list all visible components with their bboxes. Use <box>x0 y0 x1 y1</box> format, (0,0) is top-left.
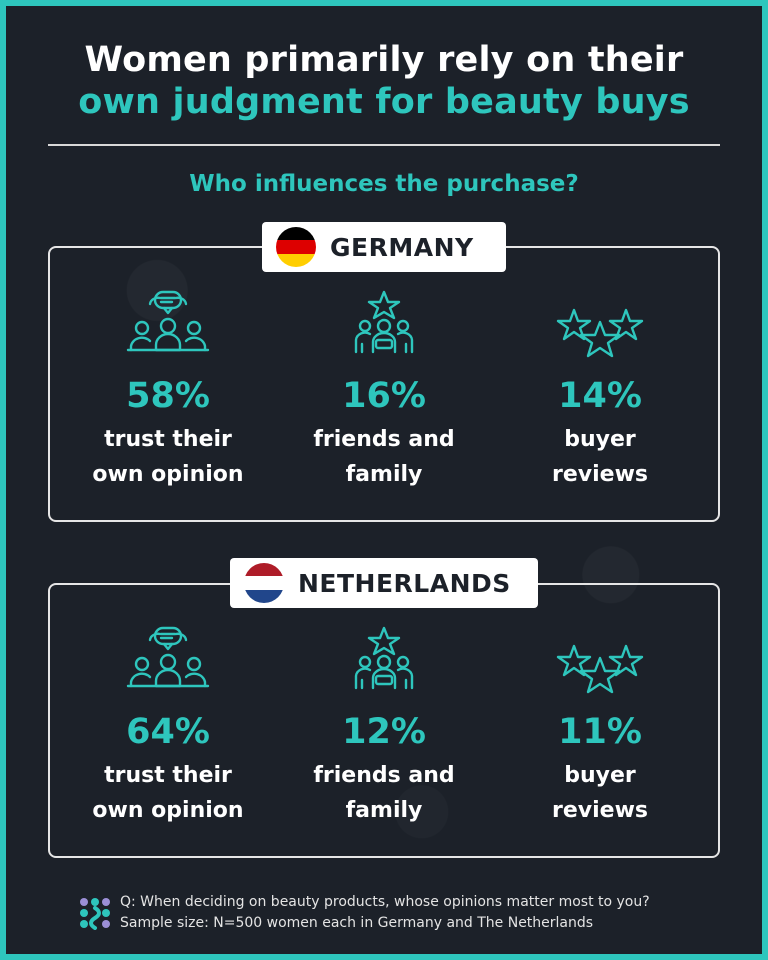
sample-size: Sample size: N=500 women each in Germany… <box>120 915 594 931</box>
country-label: GERMANY <box>330 232 474 262</box>
stat-label: buyer reviews <box>552 763 648 823</box>
stat-percent: 11% <box>558 712 642 752</box>
divider <box>48 144 720 146</box>
germany-stat-friends-family: 16% friends and family <box>284 290 484 492</box>
netherlands-stat-buyer-reviews: 11% buyer reviews <box>500 626 700 828</box>
footer-notes: Q: When deciding on beauty products, who… <box>120 892 650 934</box>
germany-stat-buyer-reviews: 14% buyer reviews <box>500 290 700 492</box>
netherlands-tag: NETHERLANDS <box>230 558 538 608</box>
brand-logo-icon <box>80 898 110 930</box>
germany-tag: GERMANY <box>262 222 506 272</box>
netherlands-stat-friends-family: 12% friends and family <box>284 626 484 828</box>
speech-group-icon <box>126 626 210 688</box>
three-stars-icon <box>556 644 644 694</box>
stat-percent: 64% <box>126 712 210 752</box>
stat-percent: 12% <box>342 712 426 752</box>
three-stars-icon <box>556 308 644 358</box>
survey-question: Q: When deciding on beauty products, who… <box>120 894 650 910</box>
stat-percent: 14% <box>558 376 642 416</box>
title-line-2: own judgment for beauty buys <box>78 82 690 122</box>
germany-stat-own-opinion: 58% trust their own opinion <box>68 290 268 492</box>
footer: Q: When deciding on beauty products, who… <box>78 892 650 934</box>
stat-label: trust their own opinion <box>92 427 244 487</box>
star-family-icon <box>354 290 414 354</box>
country-label: NETHERLANDS <box>298 568 511 598</box>
subtitle: Who influences the purchase? <box>189 171 579 197</box>
stat-label: friends and family <box>313 763 455 823</box>
netherlands-stat-own-opinion: 64% trust their own opinion <box>68 626 268 828</box>
stat-percent: 58% <box>126 376 210 416</box>
stat-percent: 16% <box>342 376 426 416</box>
title-line-1: Women primarily rely on their <box>84 40 684 80</box>
stat-label: trust their own opinion <box>92 763 244 823</box>
stat-label: buyer reviews <box>552 427 648 487</box>
star-family-icon <box>354 626 414 690</box>
germany-flag-icon <box>276 227 316 267</box>
stat-label: friends and family <box>313 427 455 487</box>
netherlands-flag-icon <box>244 563 284 603</box>
speech-group-icon <box>126 290 210 352</box>
